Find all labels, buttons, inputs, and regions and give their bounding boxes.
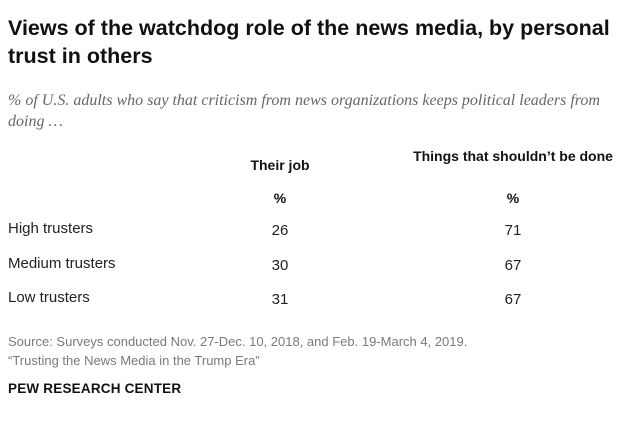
chart-subtitle: % of U.S. adults who say that criticism … [8,92,600,130]
cell-high-their-job: 26 [271,222,289,239]
row-label-medium-trusters: Medium trusters [8,255,116,272]
cell-low-their-job: 31 [271,291,289,308]
column-unit-shouldnt-be-done: % [506,190,520,206]
source-line: Source: Surveys conducted Nov. 27-Dec. 1… [8,334,468,349]
cell-high-shouldnt-be-done: 71 [504,222,522,239]
column-unit-their-job: % [273,190,287,206]
cell-medium-their-job: 30 [271,257,289,274]
source-note: Source: Surveys conducted Nov. 27-Dec. 1… [8,332,628,370]
row-label-high-trusters: High trusters [8,220,94,237]
cell-medium-shouldnt-be-done: 67 [504,257,522,274]
report-title-line: “Trusting the News Media in the Trump Er… [8,353,260,368]
row-label-low-trusters: Low trusters [8,289,90,306]
cell-low-shouldnt-be-done: 67 [504,291,522,308]
column-header-their-job: Their job [250,157,310,173]
column-header-shouldnt-be-done: Things that shouldn’t be done [413,148,613,164]
brand-logo-text: PEW RESEARCH CENTER [8,381,182,396]
chart-title: Views of the watchdog role of the news m… [8,16,610,68]
